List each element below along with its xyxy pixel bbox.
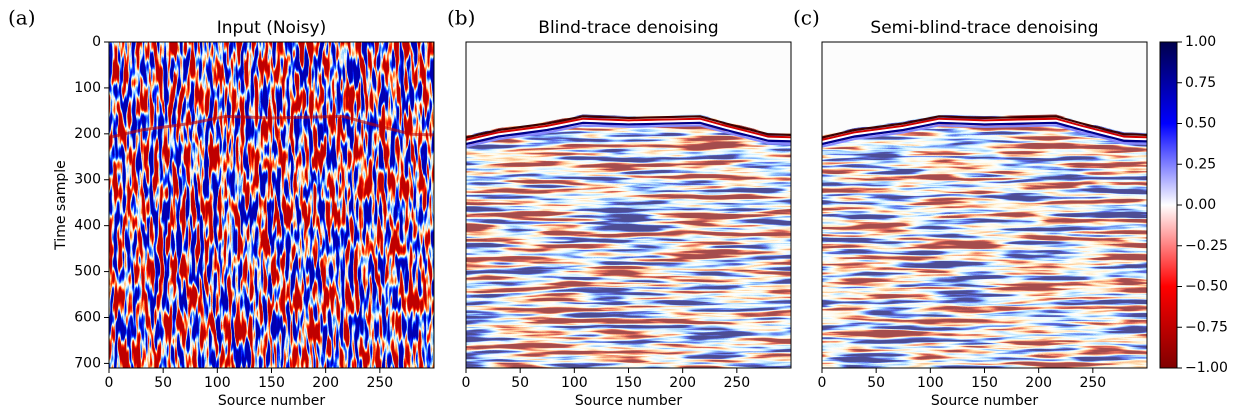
seafloor xyxy=(466,121,791,146)
chart-title: Input (Noisy) xyxy=(217,18,326,38)
y-axis-label: Time sample xyxy=(53,160,69,251)
panel-label: (c) xyxy=(793,6,820,30)
seafloor xyxy=(822,124,1147,148)
seismic-image xyxy=(109,42,434,368)
seismic-image xyxy=(822,42,1147,368)
colorbar-tick-label: 0.50 xyxy=(1185,116,1216,132)
x-tick-label: 100 xyxy=(917,375,944,391)
water-fill xyxy=(822,42,1147,136)
y-tick-label: 300 xyxy=(74,172,101,188)
x-tick-label: 250 xyxy=(366,375,393,391)
x-tick-label: 100 xyxy=(204,375,231,391)
y-tick-label: 700 xyxy=(74,355,101,371)
seafloor xyxy=(822,115,1147,139)
y-tick-label: 0 xyxy=(92,34,101,50)
x-tick-label: 50 xyxy=(867,375,885,391)
chart-title: Blind-trace denoising xyxy=(538,18,718,38)
seafloor xyxy=(466,117,791,142)
colorbar xyxy=(1159,41,1178,369)
water-fill xyxy=(466,42,791,136)
seafloor xyxy=(822,119,1147,144)
seafloor xyxy=(822,117,1147,142)
x-tick-label: 0 xyxy=(818,375,827,391)
x-tick-label: 150 xyxy=(615,375,642,391)
x-axis-label: Source number xyxy=(218,393,325,409)
x-tick-label: 0 xyxy=(462,375,471,391)
panel: (c) Semi-blind-trace denoising Source numb… xyxy=(793,6,1228,410)
x-tick-label: 150 xyxy=(971,375,998,391)
colorbar-tick-label: −0.25 xyxy=(1185,238,1228,254)
x-tick-label: 50 xyxy=(511,375,529,391)
y-tick-label: 500 xyxy=(74,264,101,280)
x-tick-label: 250 xyxy=(1079,375,1106,391)
noise-field xyxy=(109,42,434,368)
chart-title: Semi-blind-trace denoising xyxy=(870,18,1098,38)
y-tick-label: 100 xyxy=(74,80,101,96)
x-axis-label: Source number xyxy=(931,393,1038,409)
seafloor xyxy=(466,124,791,148)
seismic-image xyxy=(466,42,791,368)
event xyxy=(109,114,434,139)
x-tick-label: 100 xyxy=(561,375,588,391)
colorbar-tick-label: −0.75 xyxy=(1185,319,1228,335)
colorbar-tick-label: −0.50 xyxy=(1185,279,1228,295)
x-axis-label: Source number xyxy=(575,393,682,409)
panel: (b) Blind-trace denoising Source number 0 50… xyxy=(447,6,792,409)
x-tick-label: 200 xyxy=(312,375,339,391)
colorbar-tick-label: 1.00 xyxy=(1185,34,1216,50)
y-tick-label: 400 xyxy=(74,218,101,234)
y-tick-label: 600 xyxy=(74,309,101,325)
panel-label: (a) xyxy=(8,6,36,30)
y-tick-label: 200 xyxy=(74,126,101,142)
x-tick-label: 200 xyxy=(1025,375,1052,391)
seafloor xyxy=(466,115,791,139)
seafloor xyxy=(822,121,1147,146)
panel-label: (b) xyxy=(447,6,475,30)
panel: (a) Input (Noisy) Source number 0 50 100 150 20… xyxy=(8,6,435,409)
x-tick-label: 200 xyxy=(669,375,696,391)
colorbar-tick-label: 0.25 xyxy=(1185,156,1216,172)
x-tick-label: 50 xyxy=(154,375,172,391)
x-tick-label: 250 xyxy=(723,375,750,391)
colorbar-tick-label: 0.75 xyxy=(1185,75,1216,91)
x-tick-label: 150 xyxy=(258,375,285,391)
x-tick-label: 0 xyxy=(105,375,114,391)
seafloor xyxy=(466,119,791,144)
colorbar-tick-label: −1.00 xyxy=(1185,360,1228,376)
colorbar-tick-label: 0.00 xyxy=(1185,197,1216,213)
